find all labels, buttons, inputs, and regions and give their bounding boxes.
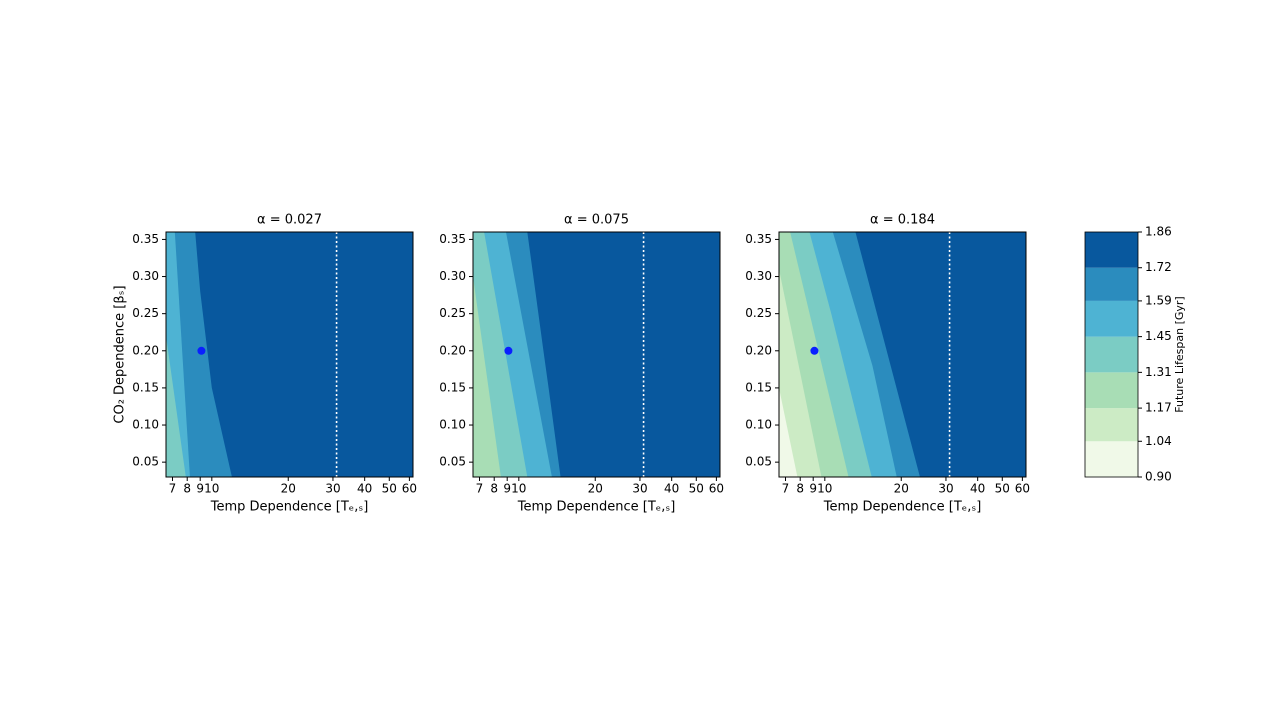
y-tick-label: 0.10 (132, 418, 159, 432)
x-tick-label: 30 (938, 482, 953, 496)
y-tick-label: 0.15 (745, 380, 772, 394)
y-tick-label: 0.05 (745, 455, 772, 469)
contour-band (779, 387, 798, 477)
colorbar-band (1085, 267, 1138, 301)
x-tick-label: 30 (325, 482, 340, 496)
colorbar-frame (1084, 231, 1139, 478)
y-tick-label: 0.20 (439, 343, 466, 357)
x-axis-label: Temp Dependence [Tₑ,ₛ] (210, 500, 369, 515)
colorbar-band (1085, 232, 1138, 268)
chart-title: α = 0.184 (870, 213, 935, 228)
y-tick-label: 0.25 (439, 306, 466, 320)
x-tick-label: 8 (490, 482, 498, 496)
chart-title: α = 0.027 (257, 213, 322, 228)
axes-frame (472, 231, 721, 478)
y-tick-label: 0.05 (132, 455, 159, 469)
y-tick-label: 0.35 (745, 232, 772, 246)
y-tick-label: 0.30 (439, 269, 466, 283)
contour-band (166, 335, 186, 477)
x-tick-label: 9 (809, 482, 817, 496)
colorbar-label: Future Lifespan [Gyr] (1173, 296, 1186, 412)
axes-frame (165, 231, 414, 478)
y-tick-label: 0.25 (132, 306, 159, 320)
marker (504, 346, 513, 355)
colorbar-band (1085, 300, 1138, 337)
plot-area (779, 232, 1026, 477)
y-tick-label: 0.20 (745, 343, 772, 357)
x-tick-label: 20 (281, 482, 296, 496)
x-tick-label: 7 (476, 482, 484, 496)
plot-area (166, 232, 413, 477)
y-tick-label: 0.15 (439, 380, 466, 394)
x-tick-label: 8 (796, 482, 804, 496)
x-tick-label: 10 (204, 482, 219, 496)
x-tick-label: 40 (664, 482, 679, 496)
y-tick-label: 0.35 (132, 232, 159, 246)
x-tick-label: 30 (632, 482, 647, 496)
chart-title: α = 0.075 (564, 213, 629, 228)
colorbar-tick-label: 1.31 (1145, 365, 1172, 379)
x-tick-label: 10 (817, 482, 832, 496)
contour-band (779, 269, 822, 477)
y-tick-label: 0.10 (745, 418, 772, 432)
y-tick-label: 0.30 (745, 269, 772, 283)
y-tick-label: 0.05 (439, 455, 466, 469)
x-axis-label: Temp Dependence [Tₑ,ₛ] (517, 500, 676, 515)
y-tick-label: 0.10 (439, 418, 466, 432)
x-tick-label: 10 (511, 482, 526, 496)
colorbar-tick-label: 1.86 (1145, 225, 1172, 239)
y-tick-label: 0.35 (439, 232, 466, 246)
x-tick-label: 50 (382, 482, 397, 496)
contour-band (473, 276, 501, 477)
plot-area (473, 232, 720, 477)
x-tick-label: 7 (169, 482, 177, 496)
y-tick-label: 0.30 (132, 269, 159, 283)
marker (810, 346, 819, 355)
colorbar-band (1085, 372, 1138, 409)
x-tick-label: 20 (894, 482, 909, 496)
x-tick-label: 60 (1015, 482, 1030, 496)
x-tick-label: 9 (503, 482, 511, 496)
colorbar-band (1085, 441, 1138, 477)
x-tick-label: 50 (689, 482, 704, 496)
y-tick-label: 0.20 (132, 343, 159, 357)
x-tick-label: 40 (357, 482, 372, 496)
x-tick-label: 9 (196, 482, 204, 496)
x-tick-label: 60 (402, 482, 417, 496)
axes-frame (778, 231, 1027, 478)
x-tick-label: 7 (782, 482, 790, 496)
x-tick-label: 8 (183, 482, 191, 496)
x-tick-label: 40 (970, 482, 985, 496)
colorbar-tick-label: 1.45 (1145, 329, 1172, 343)
colorbar-band (1085, 336, 1138, 373)
x-tick-label: 60 (709, 482, 724, 496)
colorbar-tick-label: 1.72 (1145, 260, 1172, 274)
y-axis-label: CO₂ Dependence [βₛ] (113, 285, 128, 423)
colorbar-tick-label: 1.59 (1145, 293, 1172, 307)
x-tick-label: 20 (588, 482, 603, 496)
marker (197, 346, 206, 355)
y-tick-label: 0.15 (132, 380, 159, 394)
y-tick-label: 0.25 (745, 306, 772, 320)
colorbar-tick-label: 0.90 (1145, 470, 1172, 484)
x-axis-label: Temp Dependence [Tₑ,ₛ] (823, 500, 982, 515)
colorbar-band (1085, 408, 1138, 442)
x-tick-label: 50 (995, 482, 1010, 496)
colorbar-tick-label: 1.17 (1145, 401, 1172, 415)
colorbar-tick-label: 1.04 (1145, 434, 1172, 448)
